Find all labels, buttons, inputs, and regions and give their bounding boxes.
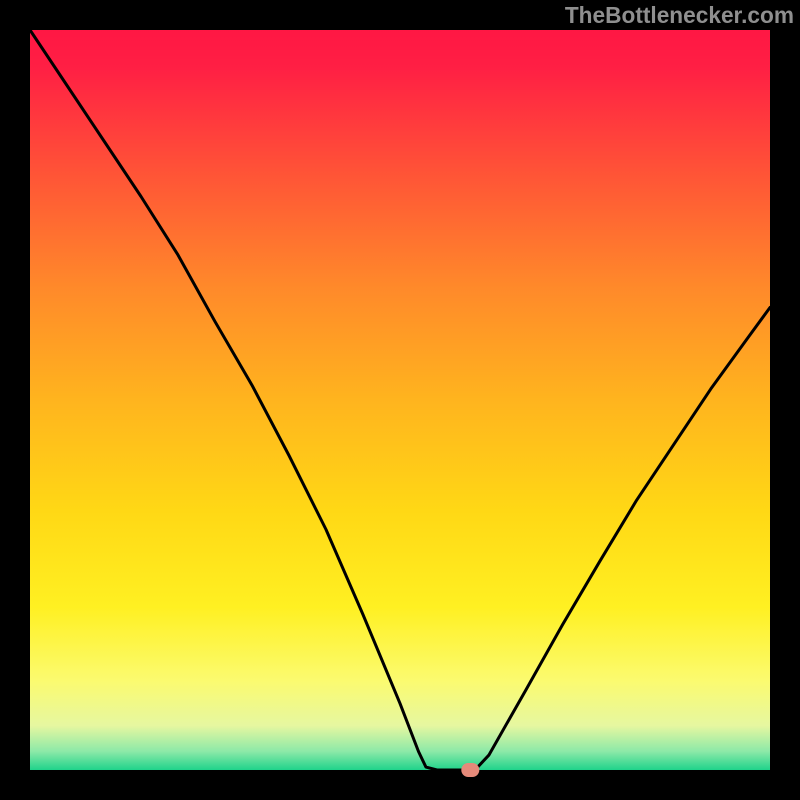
bottleneck-chart [0, 0, 800, 800]
plot-background [30, 30, 770, 770]
chart-stage: TheBottlenecker.com [0, 0, 800, 800]
sweet-spot-marker [461, 763, 479, 777]
